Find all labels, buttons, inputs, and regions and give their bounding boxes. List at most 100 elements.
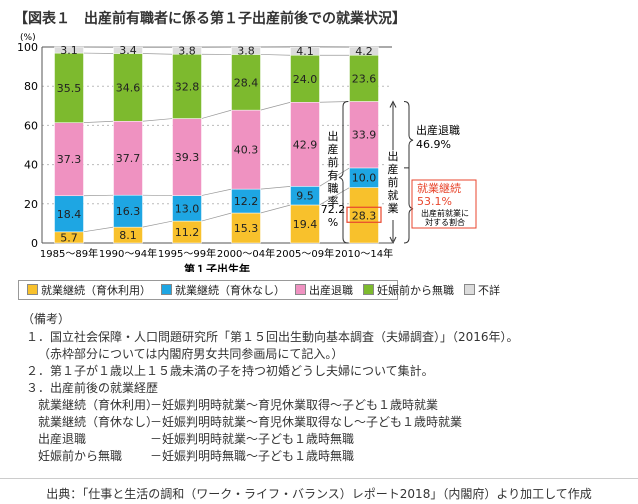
data-label: 32.8 [175,80,200,93]
legend-swatch [464,284,475,295]
prework-rate-char: 職 [328,182,339,195]
definition-term: 出産退職 [38,432,87,446]
connector-line [260,204,291,214]
data-label: 19.4 [293,218,318,231]
bar-segment [113,194,143,228]
definition-desc: －妊娠判明時就業～子ども１歳時無職 [150,432,355,446]
note-line: ３．出産前後の就業経歴 [26,381,159,395]
prework-rate-char: 出 [328,129,339,143]
data-label: 9.5 [296,190,314,203]
data-label: 18.4 [57,208,82,221]
connector-line [201,212,232,222]
y-tick-label: 0 [31,237,38,250]
data-label: 37.7 [116,152,141,165]
note-line: （赤枠部分については内閣府男女共同参画局にて記入。） [38,347,344,361]
bar-segment [172,195,202,222]
x-tick-label: 2000～04年 [217,247,275,260]
legend-label: 就業継続（育休利用） [41,284,151,297]
definition-term: 妊娠前から無職 [38,449,123,463]
legend-swatch [161,284,172,295]
legend-item: 就業継続（育休なし） [161,282,285,298]
data-label: 4.2 [355,45,373,58]
y-tick-label: 60 [24,119,38,132]
data-label: 33.9 [352,129,377,142]
definition-desc: －妊娠判明時就業～育児休業取得～子ども１歳時就業 [150,398,439,412]
bar-segment [290,54,320,103]
connector-line [83,194,114,197]
prework-rate-char: 率 [328,194,339,208]
connector-line [260,54,291,56]
bar-segment [290,204,320,244]
data-label: 15.3 [234,222,259,235]
connector-line [201,188,232,196]
x-axis-label: 第１子出生年 [184,262,250,272]
prework-employment-char: 産 [388,163,399,176]
continue-box [411,179,477,229]
legend: 就業継続（育休利用） 就業継続（育休なし） 出産退職 妊娠前から無職 不詳 [18,280,500,300]
bar-segment [349,187,379,244]
legend-item: 妊娠前から無職 [363,282,454,298]
prework-rate-char: 有 [328,168,339,182]
continue-value: 53.1% [417,195,452,208]
data-label: 10.0 [352,172,377,185]
bar-segment [54,46,84,54]
connector-line [83,226,114,233]
bar-segment [231,54,261,111]
legend-swatch [363,284,374,295]
data-label: 3.8 [237,45,255,58]
prework-rate-pct: % [328,216,338,229]
note-line: ２．第１子が１歳以上１５歳未満の子を持つ初婚どうし夫婦について集計。 [26,364,434,378]
connector-line [260,186,291,190]
data-label: 42.9 [293,138,318,151]
bar-segment [113,46,143,54]
data-label: 4.1 [296,45,314,58]
data-label: 3.8 [178,45,196,58]
data-label: 13.0 [175,202,200,215]
quit-value: 46.9% [416,138,451,151]
y-tick-label: 80 [24,80,38,93]
bar-segment [349,46,379,56]
x-tick-label: 2010～14年 [335,247,393,260]
legend-label: 不詳 [478,284,500,297]
data-label: 12.2 [234,195,259,208]
figure-title: 【図表１ 出産前有職者に係る第１子出産前後での就業状況】 [14,11,406,27]
continue-brace [403,167,414,244]
connector-line [142,118,173,122]
connector-line [260,101,291,111]
data-label: 39.3 [175,151,200,164]
bar-segment [113,121,143,196]
continue-note: 対する割合 [425,217,465,227]
bar-segment [231,46,261,55]
data-label: 23.6 [352,72,377,85]
bar-segment [172,118,202,196]
left-brace [338,100,349,244]
bar-segment [172,46,202,55]
legend-label: 妊娠前から無職 [377,284,454,297]
x-tick-label: 2005～09年 [276,247,334,260]
connector-line [319,101,350,103]
data-label: 16.3 [116,205,141,218]
quit-label: 出産退職 [416,123,460,137]
data-label: 8.1 [119,229,137,242]
quit-brace [403,100,414,168]
y-tick-label: 20 [24,198,38,211]
bar-segment [54,52,84,123]
note-line: １．国立社会保障・人口問題研究所「第１５回出生動向基本調査（夫婦調査）」（201… [26,330,519,344]
data-label: 5.7 [60,231,78,244]
bar-segment [172,54,202,119]
data-label: 24.0 [293,73,318,86]
definition-term: 就業継続（育休なし） [38,415,159,429]
connector-line [142,53,173,55]
bar-segment [54,195,84,233]
label-bg [384,150,402,220]
x-tick-label: 1985～89年 [40,247,98,260]
prework-employment-char: 就 [388,188,399,202]
prework-rate-value: 72.2 [321,203,346,216]
definition-desc: －妊娠判明時就業～育児休業取得なし～子ども１歳時就業 [150,415,463,429]
x-tick-label: 1995～99年 [158,247,216,260]
connector-line [142,220,173,228]
prework-employment-char: 業 [388,202,399,215]
continue-label: 就業継続 [417,181,461,195]
legend-swatch [295,284,306,295]
data-label: 37.3 [57,153,82,166]
